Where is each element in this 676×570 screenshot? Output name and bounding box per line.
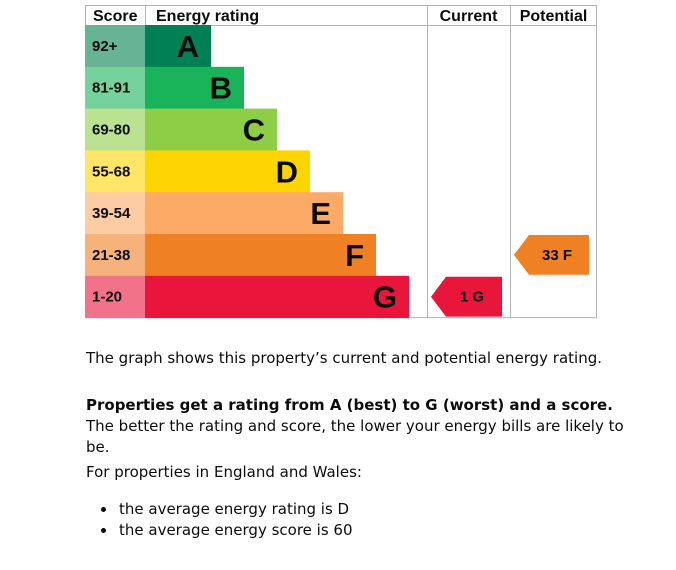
band-letter-d: D — [276, 154, 298, 189]
score-cell-f — [85, 234, 145, 277]
energy-rating-chart: Score Energy rating Current Potential 92+ A 8… — [85, 5, 597, 319]
band-bar-c — [145, 108, 277, 151]
current-rating-arrow — [431, 276, 502, 317]
score-range-e: 39-54 — [92, 205, 131, 222]
current-rating-label: 1 G — [460, 289, 484, 306]
region-intro: For properties in England and Wales: — [86, 463, 362, 481]
energy-rating-header: Energy rating — [156, 8, 259, 25]
band-bar-e — [145, 192, 343, 235]
band-letter-e: E — [310, 196, 331, 231]
rating-indicators: 1 G 33 F — [431, 235, 589, 317]
rating-explanation-rest: The better the rating and score, the low… — [86, 417, 624, 456]
band-letter-g: G — [373, 280, 397, 315]
score-range-a: 92+ — [92, 38, 118, 55]
band-letter-f: F — [345, 238, 364, 273]
score-range-g: 1-20 — [92, 289, 122, 306]
band-bar-f — [145, 234, 376, 277]
score-cell-d — [85, 150, 145, 193]
potential-rating-label: 33 F — [542, 247, 572, 264]
score-header: Score — [93, 8, 138, 25]
score-cell-e — [85, 192, 145, 235]
band-letter-a: A — [177, 29, 199, 64]
chart-headers: Score Energy rating Current Potential — [93, 8, 587, 25]
score-cell-a — [85, 25, 145, 68]
band-letter-c: C — [243, 113, 265, 148]
potential-rating-arrow — [514, 235, 589, 275]
band-bar-d — [145, 150, 310, 193]
score-range-c: 69-80 — [92, 122, 130, 139]
rating-explanation: Properties get a rating from A (best) to… — [86, 395, 626, 458]
band-letter-b: B — [210, 71, 232, 106]
rating-bands: 92+ A 81-91 B 69-80 C 55-68 D 39-54 E 21-38 F 1-20 G — [85, 25, 409, 319]
current-header: Current — [440, 8, 498, 25]
average-list: the average energy rating is D the avera… — [86, 499, 353, 541]
score-range-f: 21-38 — [92, 247, 130, 264]
band-bar-a — [145, 25, 211, 68]
score-cell-c — [85, 108, 145, 151]
band-bar-b — [145, 66, 244, 110]
score-range-b: 81-91 — [92, 80, 130, 97]
score-cell-b — [85, 66, 145, 110]
score-cell-g — [85, 275, 145, 319]
potential-header: Potential — [520, 8, 588, 25]
rating-explanation-bold: Properties get a rating from A (best) to… — [86, 396, 613, 414]
average-rating-item: the average energy rating is D — [86, 499, 353, 520]
band-bar-g — [145, 275, 409, 319]
average-score-item: the average energy score is 60 — [86, 520, 353, 541]
graph-description: The graph shows this property’s current … — [86, 349, 602, 367]
score-range-d: 55-68 — [92, 163, 130, 180]
